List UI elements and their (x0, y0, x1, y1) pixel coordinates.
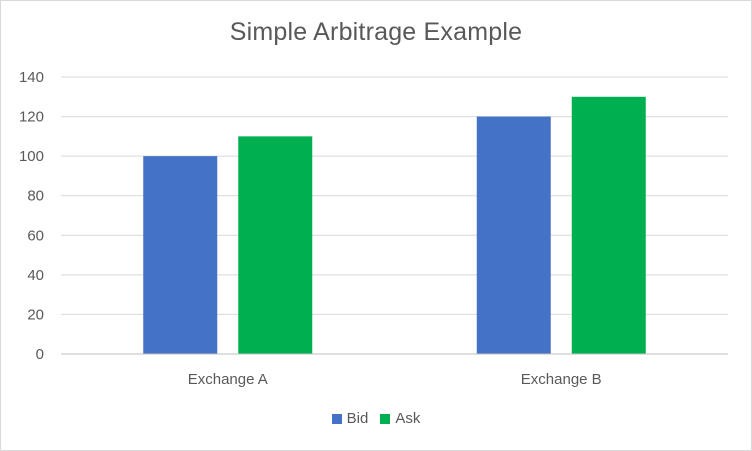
bar-ask-exchange-a (238, 136, 313, 354)
legend-item-ask: Ask (380, 410, 420, 427)
legend-label-ask: Ask (395, 410, 421, 427)
y-tick-label-80: 80 (27, 188, 44, 205)
y-tick-label-0: 0 (36, 346, 44, 363)
y-tick-label-120: 120 (19, 109, 44, 126)
x-category-label-2: Exchange B (521, 371, 602, 388)
legend-swatch-ask (380, 413, 391, 424)
bars (143, 96, 646, 355)
y-axis-ticks: 0 20 40 60 80 100 120 140 (19, 69, 44, 363)
y-tick-label-100: 100 (19, 148, 44, 165)
bar-bid-exchange-b (476, 116, 551, 354)
category-labels: Exchange A Exchange B (188, 371, 602, 388)
chart-title: Simple Arbitrage Example (229, 18, 523, 46)
bar-bid-exchange-a (143, 156, 218, 354)
y-tick-label-20: 20 (27, 306, 44, 323)
legend: Bid Ask (0, 410, 752, 427)
y-tick-label-60: 60 (27, 227, 44, 244)
y-tick-label-40: 40 (27, 267, 44, 284)
y-tick-label-140: 140 (19, 69, 44, 86)
legend-item-bid: Bid (331, 410, 369, 427)
legend-label-bid: Bid (346, 410, 369, 427)
bar-ask-exchange-b (571, 96, 646, 355)
legend-swatch-bid (331, 413, 342, 424)
x-category-label-1: Exchange A (188, 371, 268, 388)
